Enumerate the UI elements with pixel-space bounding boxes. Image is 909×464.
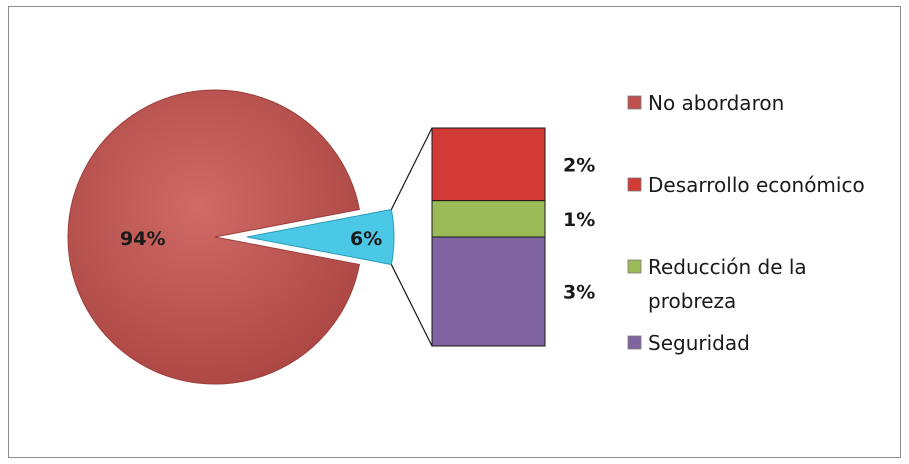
pie-label-other: 6%: [350, 228, 382, 250]
pie-slice-no-abordaron: [67, 89, 360, 385]
pie-slice-other: [246, 208, 395, 266]
connector-bottom: [390, 264, 433, 347]
legend-swatch-desarrollo-economico: [627, 177, 642, 192]
legend-label-desarrollo-economico: Desarrollo económico: [648, 173, 865, 197]
bar-segment-seguridad: [431, 236, 546, 347]
bar-label-reduccion-de-la-probreza: 1%: [563, 209, 595, 231]
bar-label-desarrollo-economico: 2%: [563, 154, 595, 176]
legend-swatch-no-abordaron: [627, 95, 642, 110]
legend-swatch-seguridad: [627, 335, 642, 350]
connector-lines: [390, 127, 433, 347]
legend-label-seguridad: Seguridad: [648, 331, 750, 355]
legend-label-no-abordaron: No abordaron: [648, 91, 784, 115]
legend-label-reduccion-de-la-probreza-line2: probreza: [648, 289, 736, 313]
pie-layer: 94% 6%: [67, 89, 395, 385]
legend-swatch-reduccion-de-la-probreza: [627, 259, 642, 274]
stacked-bar: 2% 1% 3%: [431, 127, 595, 347]
bar-segment-reduccion-de-la-probreza: [431, 200, 546, 238]
connector-top: [390, 127, 433, 210]
bar-segment-desarrollo-economico: [431, 127, 546, 202]
legend-label-reduccion-de-la-probreza: Reducción de la: [648, 255, 807, 279]
legend: No abordaron Desarrollo económico Reducció…: [627, 91, 865, 355]
bar-label-seguridad: 3%: [563, 282, 595, 304]
pie-label-no-abordaron: 94%: [120, 228, 165, 250]
